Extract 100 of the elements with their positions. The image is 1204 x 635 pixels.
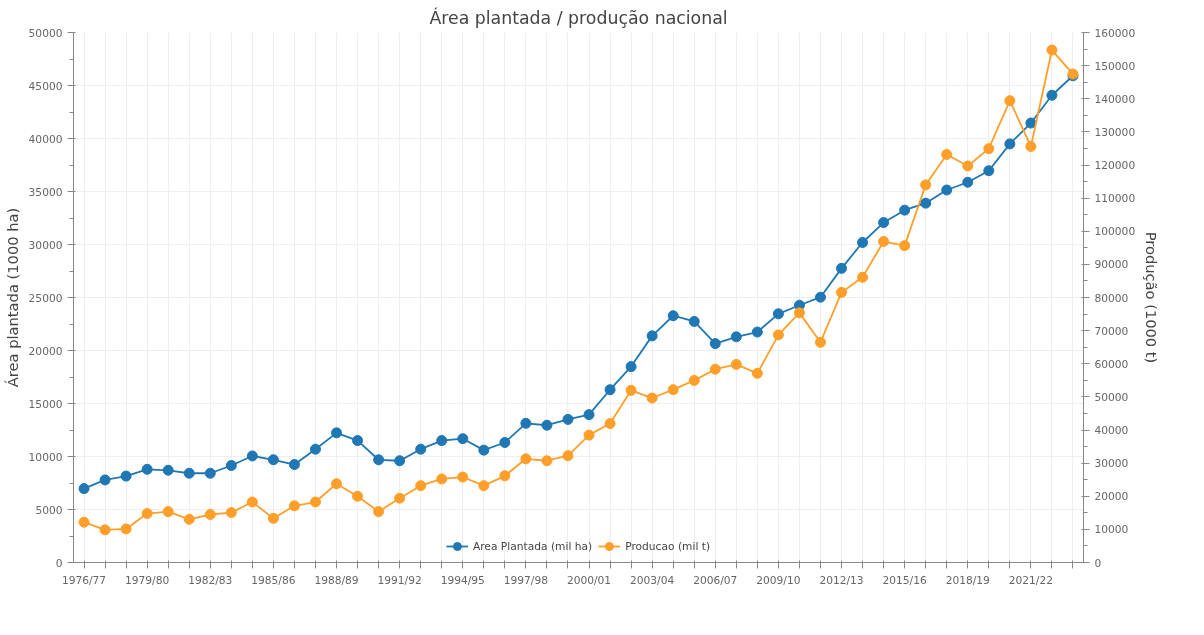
y-tick-label: 10000 — [28, 450, 63, 464]
x-tick-label: 1985/86 — [251, 573, 296, 587]
point — [751, 326, 763, 338]
x-tick-label: 1976/77 — [61, 573, 107, 587]
point — [120, 523, 132, 535]
point — [941, 148, 953, 160]
x-tick-label: 2009/10 — [756, 573, 801, 587]
point — [267, 512, 279, 524]
point — [857, 237, 869, 248]
point — [141, 508, 153, 520]
point — [478, 480, 490, 492]
x-tick-label: 2015/16 — [882, 573, 927, 587]
point — [457, 471, 469, 483]
y2-tick-label: 120000 — [1094, 159, 1136, 172]
y2-tick-label: 80000 — [1094, 291, 1129, 305]
y2-tick-label: 70000 — [1094, 324, 1129, 338]
point — [814, 336, 826, 348]
point — [983, 143, 995, 155]
point — [793, 307, 805, 319]
y-tick-label: 25000 — [28, 291, 63, 305]
point — [562, 450, 574, 462]
x-tick-label: 2003/04 — [630, 573, 675, 587]
x-tick-label: 2006/07 — [693, 573, 738, 587]
point — [499, 470, 511, 482]
y-tick-label: 20000 — [28, 344, 63, 358]
point — [520, 417, 532, 429]
point — [246, 450, 258, 462]
point — [457, 433, 469, 445]
point — [541, 419, 553, 431]
y-tick-label: 15000 — [28, 397, 63, 411]
x-tick-label: 1982/83 — [188, 573, 233, 587]
point — [288, 459, 300, 471]
y2-tick-label: 0 — [1094, 556, 1102, 570]
point — [352, 435, 364, 447]
point — [162, 464, 174, 476]
point — [941, 184, 953, 196]
point — [772, 308, 784, 320]
point — [204, 467, 216, 479]
point — [836, 286, 848, 298]
point — [204, 509, 216, 520]
y2-tick-label: 90000 — [1094, 258, 1129, 272]
point — [878, 236, 890, 248]
y2-tick-label: 140000 — [1094, 92, 1136, 106]
y2-tick-label: 60000 — [1094, 357, 1129, 371]
point — [1025, 117, 1037, 129]
point — [604, 384, 616, 396]
point — [962, 160, 974, 172]
point — [309, 443, 321, 455]
x-tick-label: 1997/98 — [503, 573, 549, 587]
y-tick-label: 35000 — [28, 185, 63, 199]
point — [772, 329, 784, 341]
y2-tick-label: 160000 — [1094, 26, 1136, 40]
point — [499, 437, 511, 448]
y-axis-title: Área plantada (1000 ha) — [3, 207, 21, 388]
point — [709, 338, 721, 350]
point — [1004, 95, 1016, 107]
point — [920, 179, 932, 191]
point — [183, 513, 195, 525]
point — [857, 271, 869, 283]
point — [436, 473, 448, 485]
point — [920, 197, 932, 209]
point — [983, 165, 995, 177]
point — [436, 435, 448, 447]
point — [667, 384, 679, 396]
point — [1025, 140, 1037, 152]
point — [1004, 138, 1016, 150]
x-tick-label: 1979/80 — [125, 573, 170, 587]
point — [899, 240, 911, 252]
point — [878, 217, 890, 229]
point — [688, 374, 700, 386]
y-tick-label: 45000 — [28, 79, 63, 93]
x-tick-label: 1991/92 — [377, 573, 422, 587]
y2-tick-label: 10000 — [1094, 523, 1129, 537]
y2-tick-label: 130000 — [1094, 125, 1136, 139]
x-tick-label: 2021/22 — [1008, 573, 1054, 587]
point — [141, 463, 153, 475]
point — [962, 176, 974, 188]
point — [814, 291, 826, 303]
y2-axis-title: Produção (1000 t) — [1143, 231, 1161, 364]
y2-tick-label: 50000 — [1094, 390, 1129, 404]
point — [709, 363, 721, 375]
point — [730, 331, 742, 343]
point — [415, 480, 427, 492]
point — [541, 455, 553, 467]
y-tick-label: 5000 — [35, 503, 63, 517]
point — [836, 262, 848, 274]
point — [183, 467, 195, 479]
point — [394, 492, 406, 504]
point — [288, 500, 300, 512]
point — [309, 496, 321, 508]
y2-tick-label: 110000 — [1094, 192, 1136, 206]
point — [78, 483, 90, 495]
x-tick-label: 2000/01 — [566, 573, 612, 587]
point — [562, 413, 574, 425]
point — [667, 310, 679, 322]
y-tick-label: 30000 — [28, 238, 63, 252]
x-tick-label: 1988/89 — [314, 573, 359, 587]
y2-tick-label: 40000 — [1094, 424, 1129, 437]
y-tick-label: 40000 — [28, 132, 63, 146]
point — [225, 507, 237, 519]
